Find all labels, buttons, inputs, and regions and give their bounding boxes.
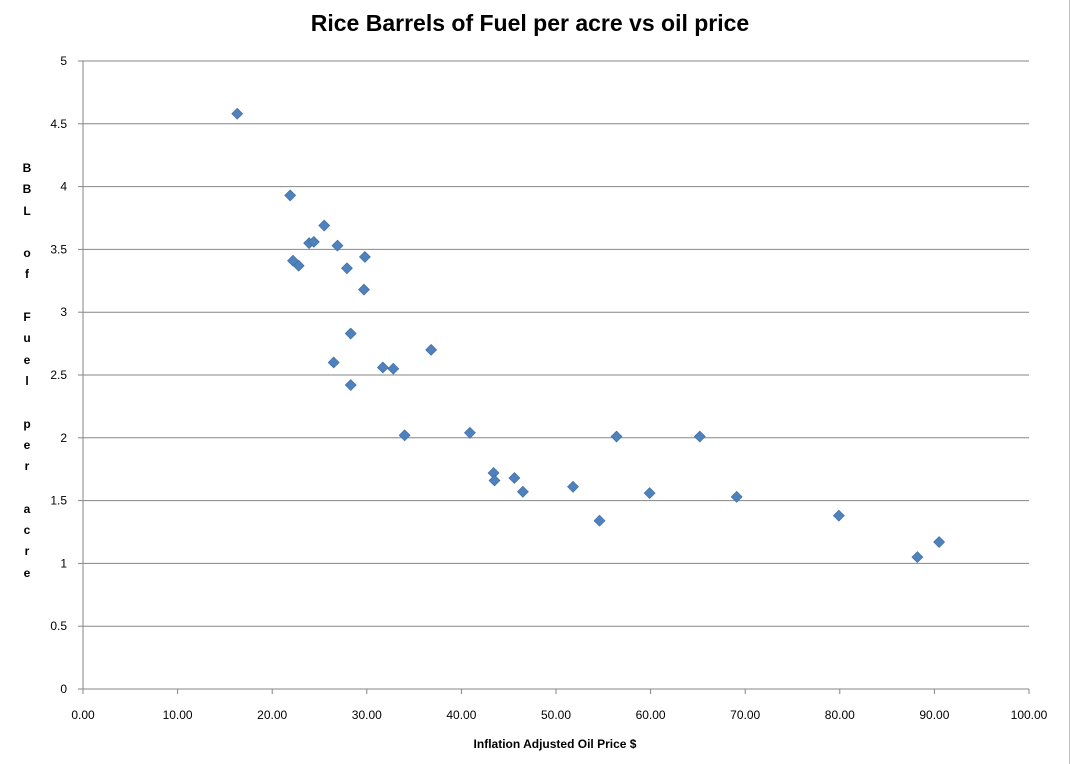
data-point <box>398 429 411 442</box>
data-point <box>307 235 320 248</box>
x-tick-label: 80.00 <box>825 708 855 722</box>
data-point <box>327 356 340 369</box>
y-tick-label: 3.5 <box>50 242 67 256</box>
data-point <box>488 474 501 487</box>
y-axis-label: B B L o f F u e l p e r a c r e <box>22 161 32 580</box>
data-point <box>331 239 344 252</box>
data-point <box>463 426 476 439</box>
data-point <box>292 259 305 272</box>
data-point <box>284 189 297 202</box>
data-point <box>516 485 529 498</box>
data-point <box>730 490 743 503</box>
data-point <box>231 107 244 120</box>
y-tick-label: 1 <box>60 556 67 570</box>
y-tick-label: 4 <box>60 180 67 194</box>
chart-title: Rice Barrels of Fuel per acre vs oil pri… <box>310 10 750 36</box>
x-tick-label: 100.00 <box>1011 708 1048 722</box>
x-tick-label: 90.00 <box>919 708 949 722</box>
data-point <box>341 262 353 275</box>
data-point <box>911 551 924 564</box>
x-tick-label: 0.00 <box>71 708 95 722</box>
data-point <box>933 536 946 548</box>
data-point <box>344 379 357 391</box>
data-point <box>832 509 845 522</box>
data-point <box>508 472 521 484</box>
y-tick-label: 1.5 <box>50 494 67 508</box>
x-tick-label: 20.00 <box>257 708 287 722</box>
data-point <box>593 514 606 527</box>
data-point <box>358 283 370 296</box>
y-tick-label: 5 <box>60 54 67 68</box>
x-tick-label: 50.00 <box>541 708 571 722</box>
y-tick-label: 0 <box>60 682 67 696</box>
y-tick-label: 4.5 <box>50 117 67 131</box>
data-point <box>376 361 389 374</box>
data-point <box>693 430 706 443</box>
data-point <box>643 487 656 499</box>
data-point <box>344 327 357 340</box>
x-tick-label: 30.00 <box>352 708 382 722</box>
x-axis-label: Inflation Adjusted Oil Price $ <box>473 737 637 751</box>
x-tick-label: 40.00 <box>446 708 476 722</box>
data-point <box>387 362 400 375</box>
y-tick-label: 2.5 <box>50 368 67 382</box>
x-tick-label: 10.00 <box>163 708 193 722</box>
y-tick-label: 0.5 <box>50 619 67 633</box>
data-point <box>358 251 371 263</box>
x-tick-label: 60.00 <box>636 708 666 722</box>
data-point <box>318 219 331 232</box>
data-point <box>610 430 623 443</box>
data-point <box>425 343 438 356</box>
data-point <box>567 480 579 493</box>
y-tick-label: 2 <box>60 431 67 445</box>
x-tick-label: 70.00 <box>730 708 760 722</box>
y-tick-label: 3 <box>60 305 67 319</box>
